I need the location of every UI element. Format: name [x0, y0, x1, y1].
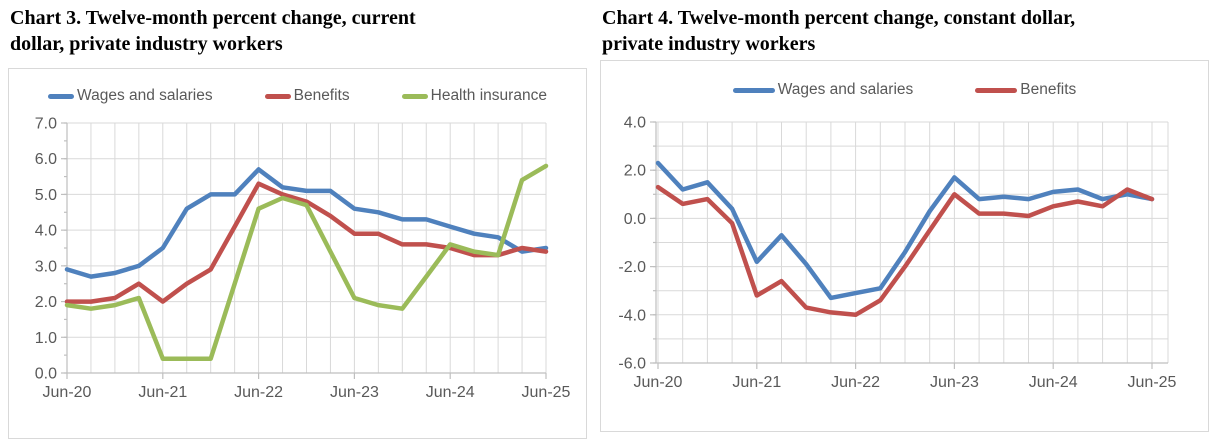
x-axis-tick-label: Jun-22	[234, 384, 283, 401]
series-line-wages-and-salaries	[64, 167, 549, 279]
legend-label-wages-and-salaries: Wages and salaries	[777, 81, 914, 98]
series-line-benefits	[64, 181, 549, 304]
y-axis-tick-label: 2.0	[624, 163, 646, 180]
chart3-title: Chart 3. Twelve-month percent change, cu…	[10, 5, 585, 57]
x-axis-tick-label: Jun-23	[330, 384, 379, 401]
series-line-wages-and-salaries	[655, 160, 1155, 301]
y-axis-tick-label: 5.0	[35, 187, 57, 204]
legend-item-benefits: Benefits	[264, 87, 350, 105]
x-axis-tick-label: Jun-25	[522, 384, 571, 401]
y-axis-tick-label: -2.0	[618, 259, 646, 276]
x-axis-tick-label: Jun-23	[930, 374, 979, 391]
legend-label-benefits: Benefits	[1020, 81, 1077, 98]
chart3-plot: 0.0 1.0 2.0 3.0 4.0 5.0 6.0 7.0 Jun-20 Jun-21 Jun-…	[35, 116, 571, 402]
legend-swatch-wages-and-salaries	[48, 93, 75, 99]
chart4-legend: Wages and salaries Benefits	[601, 81, 1208, 99]
chart3-title-line2: dollar, private industry workers	[10, 33, 283, 55]
chart4-gridlines	[656, 121, 1169, 364]
y-axis-tick-label: 3.0	[35, 258, 57, 275]
x-axis-tick-label: Jun-24	[1029, 374, 1078, 391]
legend-label-wages-and-salaries: Wages and salaries	[77, 87, 213, 104]
y-axis-tick-label: 4.0	[624, 115, 646, 132]
x-axis-tick-label: Jun-25	[1128, 374, 1177, 391]
x-axis-tick-label: Jun-21	[138, 384, 187, 401]
y-axis-tick-label: 6.0	[35, 151, 57, 168]
legend-swatch-wages-and-salaries	[732, 87, 775, 93]
x-axis-tick-label: Jun-20	[634, 374, 683, 391]
chart3-gridlines	[66, 122, 547, 374]
chart4-plot: -6.0 -4.0 -2.0 0.0 2.0 4.0 Jun-20 Jun-21 Jun-22 J…	[618, 115, 1177, 392]
x-axis-tick-label: Jun-20	[43, 384, 92, 401]
legend-swatch-health-insurance	[401, 93, 428, 99]
y-axis-tick-label: -6.0	[618, 356, 646, 373]
chart3-title-line1: Chart 3. Twelve-month percent change, cu…	[10, 7, 416, 29]
x-axis-tick-label: Jun-24	[426, 384, 475, 401]
series-line-benefits	[655, 184, 1155, 318]
chart4-title-line2: private industry workers	[602, 33, 816, 55]
y-axis-tick-label: -4.0	[618, 307, 646, 324]
y-axis-tick-label: 0.0	[624, 211, 646, 228]
y-axis-tick-label: 0.0	[35, 366, 57, 383]
chart3-axes	[61, 122, 547, 379]
legend-label-benefits: Benefits	[293, 87, 350, 104]
chart4-title: Chart 4. Twelve-month percent change, co…	[602, 5, 1202, 57]
chart3-legend: Wages and salaries Benefits Health insuran…	[9, 87, 586, 105]
chart4-title-line1: Chart 4. Twelve-month percent change, co…	[602, 7, 1076, 29]
legend-item-wages-and-salaries: Wages and salaries	[732, 81, 914, 99]
series-line-health-insurance	[64, 163, 549, 361]
legend-item-benefits: Benefits	[975, 81, 1076, 99]
y-axis-tick-label: 2.0	[35, 294, 57, 311]
legend-item-health-insurance: Health insurance	[401, 87, 547, 105]
legend-item-wages-and-salaries: Wages and salaries	[48, 87, 213, 105]
y-axis-tick-label: 1.0	[35, 330, 57, 347]
chart4-panel: Wages and salaries Benefits -6.0 -4.0 -2.0 0…	[600, 60, 1209, 432]
y-axis-tick-label: 7.0	[35, 116, 57, 133]
y-axis-tick-label: 4.0	[35, 223, 57, 240]
legend-label-health-insurance: Health insurance	[430, 87, 547, 104]
x-axis-tick-label: Jun-22	[831, 374, 880, 391]
chart3-panel: Wages and salaries Benefits Health insuran…	[8, 68, 587, 439]
legend-swatch-benefits	[975, 87, 1018, 93]
x-axis-tick-label: Jun-21	[732, 374, 781, 391]
legend-swatch-benefits	[264, 93, 291, 99]
